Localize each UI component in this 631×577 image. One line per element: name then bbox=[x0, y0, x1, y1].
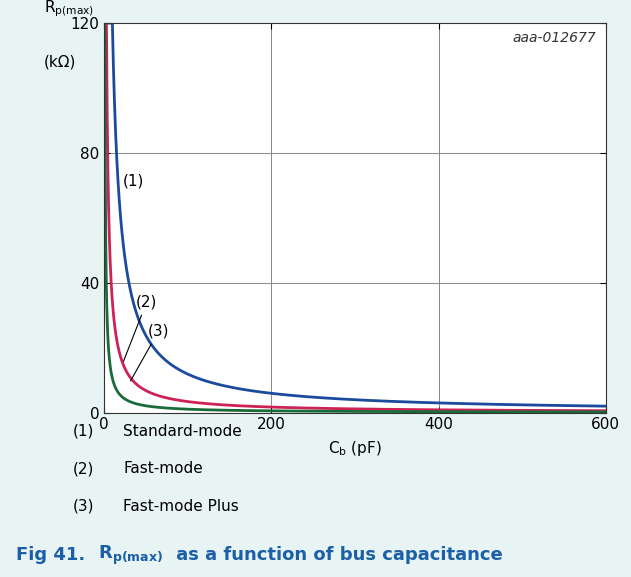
X-axis label: C$_\mathregular{b}$ (pF): C$_\mathregular{b}$ (pF) bbox=[328, 439, 382, 458]
Text: Fast-mode: Fast-mode bbox=[123, 461, 203, 476]
Text: as a function of bus capacitance: as a function of bus capacitance bbox=[170, 546, 503, 564]
Text: (1): (1) bbox=[122, 173, 144, 188]
Text: Fast-mode Plus: Fast-mode Plus bbox=[123, 499, 239, 514]
Text: (3): (3) bbox=[131, 324, 169, 381]
Text: (2): (2) bbox=[124, 295, 157, 361]
Text: (kΩ): (kΩ) bbox=[44, 54, 76, 69]
Text: R$_\mathregular{p(max)}$: R$_\mathregular{p(max)}$ bbox=[44, 0, 94, 19]
Text: (1): (1) bbox=[73, 424, 94, 439]
Text: (2): (2) bbox=[73, 461, 94, 476]
Text: Standard-mode: Standard-mode bbox=[123, 424, 242, 439]
Text: (3): (3) bbox=[73, 499, 94, 514]
Text: Fig 41.: Fig 41. bbox=[16, 546, 85, 564]
Text: R$_\mathregular{p(max)}$: R$_\mathregular{p(max)}$ bbox=[98, 544, 163, 567]
Text: aaa-012677: aaa-012677 bbox=[512, 31, 596, 45]
